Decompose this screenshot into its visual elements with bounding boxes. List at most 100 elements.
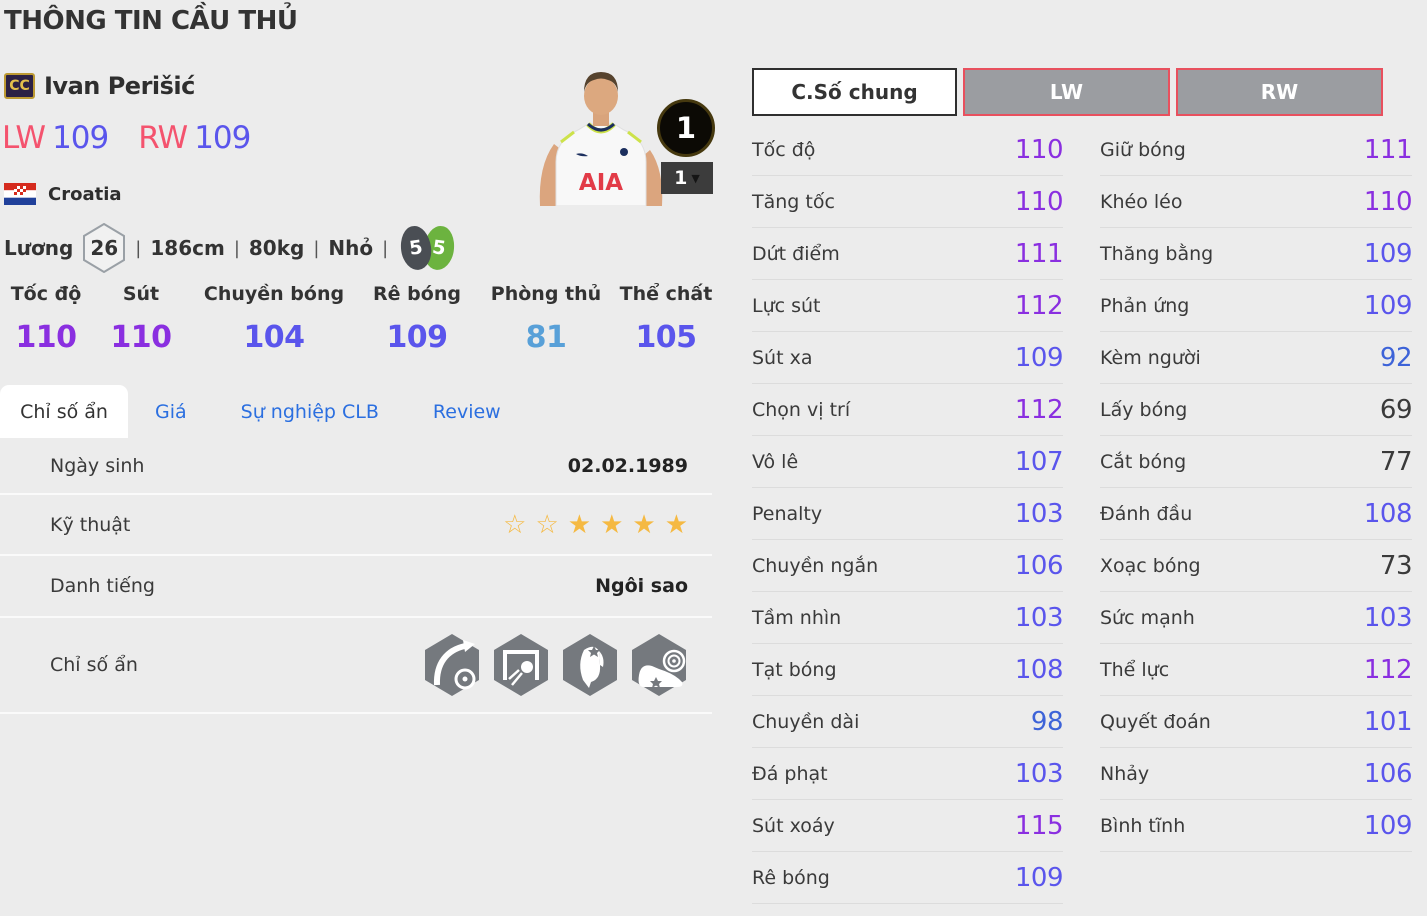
stat-label: Chuyền ngắn <box>752 554 879 577</box>
stat-row: Kèm người 92 <box>1100 332 1413 384</box>
star-filled-icon: ★ <box>664 509 688 540</box>
stat-label: Vô lê <box>752 450 799 473</box>
stat-value: 110 <box>1363 186 1413 217</box>
grade-badge: CC <box>4 73 35 99</box>
stat-filter-buttons: C.Số chung LW RW <box>752 68 1412 116</box>
stat-label: Đánh đầu <box>1100 502 1193 525</box>
stat-value: 107 <box>1014 446 1064 477</box>
stat-label: Nhảy <box>1100 762 1150 785</box>
row-label: Chỉ số ẩn <box>50 654 138 676</box>
summary-stat-label: Phòng thủ <box>490 283 602 305</box>
level-select-value: 1 <box>674 167 688 189</box>
page-title: THÔNG TIN CẦU THỦ <box>4 6 298 36</box>
stat-value: 73 <box>1379 550 1413 581</box>
stat-row: Cắt bóng 77 <box>1100 436 1413 488</box>
player-photo: AIA <box>538 66 664 210</box>
hidden-trait-icons <box>423 633 688 697</box>
star-empty-icon: ☆ <box>535 509 559 540</box>
stat-filter-lw[interactable]: LW <box>963 68 1170 116</box>
summary-stat: Sút 110 <box>92 283 190 355</box>
position-label: RW <box>138 120 188 156</box>
stat-value: 98 <box>1030 706 1064 737</box>
svg-text:AIA: AIA <box>579 170 623 196</box>
stat-row: Quyết đoán 101 <box>1100 696 1413 748</box>
stat-value: 103 <box>1014 498 1064 529</box>
stat-label: Xoạc bóng <box>1100 554 1201 577</box>
position-label: LW <box>2 120 46 156</box>
stat-label: Penalty <box>752 502 823 525</box>
star-empty-icon: ☆ <box>503 509 527 540</box>
tab-gia[interactable]: Giá <box>155 400 187 423</box>
stat-value: 115 <box>1014 810 1064 841</box>
summary-stat-label: Thể chất <box>619 283 713 305</box>
flair-head-icon <box>563 634 617 696</box>
stat-label: Đá phạt <box>752 762 828 785</box>
stat-label: Cắt bóng <box>1100 450 1187 473</box>
stat-label: Bình tĩnh <box>1100 814 1186 837</box>
summary-stat-label: Sút <box>122 283 160 305</box>
stat-value: 103 <box>1014 758 1064 789</box>
star-filled-icon: ★ <box>600 509 624 540</box>
stat-filter-general[interactable]: C.Số chung <box>752 68 957 116</box>
separator: | <box>313 237 320 259</box>
height-value: 186cm <box>150 236 225 260</box>
goal-shot-icon <box>494 634 548 696</box>
stat-row: Vô lê 107 <box>752 436 1064 488</box>
table-row-skill-moves: Kỹ thuật ☆ ☆ ★ ★ ★ ★ <box>0 495 712 556</box>
stat-column-right: Giữ bóng 111 Khéo léo 110 Thăng bằng 109 Phản … <box>1100 124 1413 904</box>
stat-filter-rw[interactable]: RW <box>1176 68 1383 116</box>
summary-stat: Chuyền bóng 104 <box>190 283 358 355</box>
player-identity: CC Ivan Perišić <box>4 72 195 100</box>
stat-value: 108 <box>1014 654 1064 685</box>
tab-su-nghiep-clb[interactable]: Sự nghiệp CLB <box>240 400 379 423</box>
stat-row: Thăng bằng 109 <box>1100 228 1413 280</box>
summary-stat: Thể chất 105 <box>616 283 716 355</box>
table-row-fame: Danh tiếng Ngôi sao <box>0 556 712 618</box>
summary-stat-label: Rê bóng <box>373 283 461 305</box>
star-filled-icon: ★ <box>632 509 656 540</box>
stat-row: Chuyền dài 98 <box>752 696 1064 748</box>
stat-label: Lực sút <box>752 294 821 317</box>
salary-label: Lương <box>4 236 74 260</box>
tab-chi-so-an[interactable]: Chỉ số ẩn <box>0 385 128 438</box>
stat-row: Giữ bóng 111 <box>1100 124 1413 176</box>
salary-badge: 26 <box>82 222 126 274</box>
stat-label: Tạt bóng <box>752 658 837 681</box>
stat-value: 69 <box>1379 394 1413 425</box>
power-boot-icon <box>632 634 686 696</box>
stat-row: Khéo léo 110 <box>1100 176 1413 228</box>
player-name: Ivan Perišić <box>44 72 195 100</box>
stat-row: Đá phạt 103 <box>752 748 1064 800</box>
hexagon-icon <box>83 222 126 274</box>
tab-review[interactable]: Review <box>432 400 501 423</box>
stat-value: 111 <box>1363 134 1413 165</box>
level-select-dropdown[interactable]: 1 ▼ <box>661 162 713 194</box>
position-ratings: LW 109 RW 109 <box>2 120 280 156</box>
stat-value: 106 <box>1363 758 1413 789</box>
stat-row: Dứt điểm 111 <box>752 228 1064 280</box>
stat-value: 108 <box>1363 498 1413 529</box>
stat-value: 92 <box>1379 342 1413 373</box>
stat-row: Lực sút 112 <box>752 280 1064 332</box>
stat-row: Chuyền ngắn 106 <box>752 540 1064 592</box>
summary-stat-value: 110 <box>110 320 172 355</box>
stat-row: Bình tĩnh 109 <box>1100 800 1413 852</box>
stat-row: Thể lực 112 <box>1100 644 1413 696</box>
stat-label: Tốc độ <box>752 138 816 161</box>
stat-label: Lấy bóng <box>1100 398 1188 421</box>
weight-value: 80kg <box>248 236 305 260</box>
stat-label: Dứt điểm <box>752 242 840 265</box>
summary-stat-value: 109 <box>386 320 448 355</box>
table-row-birthdate: Ngày sinh 02.02.1989 <box>0 438 712 495</box>
summary-stat-label: Chuyền bóng <box>203 283 345 305</box>
stat-label: Sức mạnh <box>1100 606 1195 629</box>
stat-label: Tăng tốc <box>752 190 835 213</box>
stat-label: Chọn vị trí <box>752 398 851 421</box>
fame-value: Ngôi sao <box>595 575 688 597</box>
birthdate-value: 02.02.1989 <box>567 454 688 477</box>
stat-value: 112 <box>1014 290 1064 321</box>
caret-down-icon: ▼ <box>691 171 700 185</box>
stat-row: Sút xoáy 115 <box>752 800 1064 852</box>
stat-value: 110 <box>1014 134 1064 165</box>
